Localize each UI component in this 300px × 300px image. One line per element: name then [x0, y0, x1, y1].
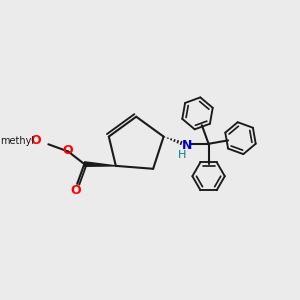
Text: H: H: [178, 150, 187, 160]
Text: N: N: [182, 139, 192, 152]
Text: O: O: [70, 184, 81, 197]
Text: methyl: methyl: [0, 136, 34, 146]
Text: O: O: [31, 134, 41, 147]
Polygon shape: [84, 162, 116, 166]
Text: O: O: [63, 144, 74, 157]
